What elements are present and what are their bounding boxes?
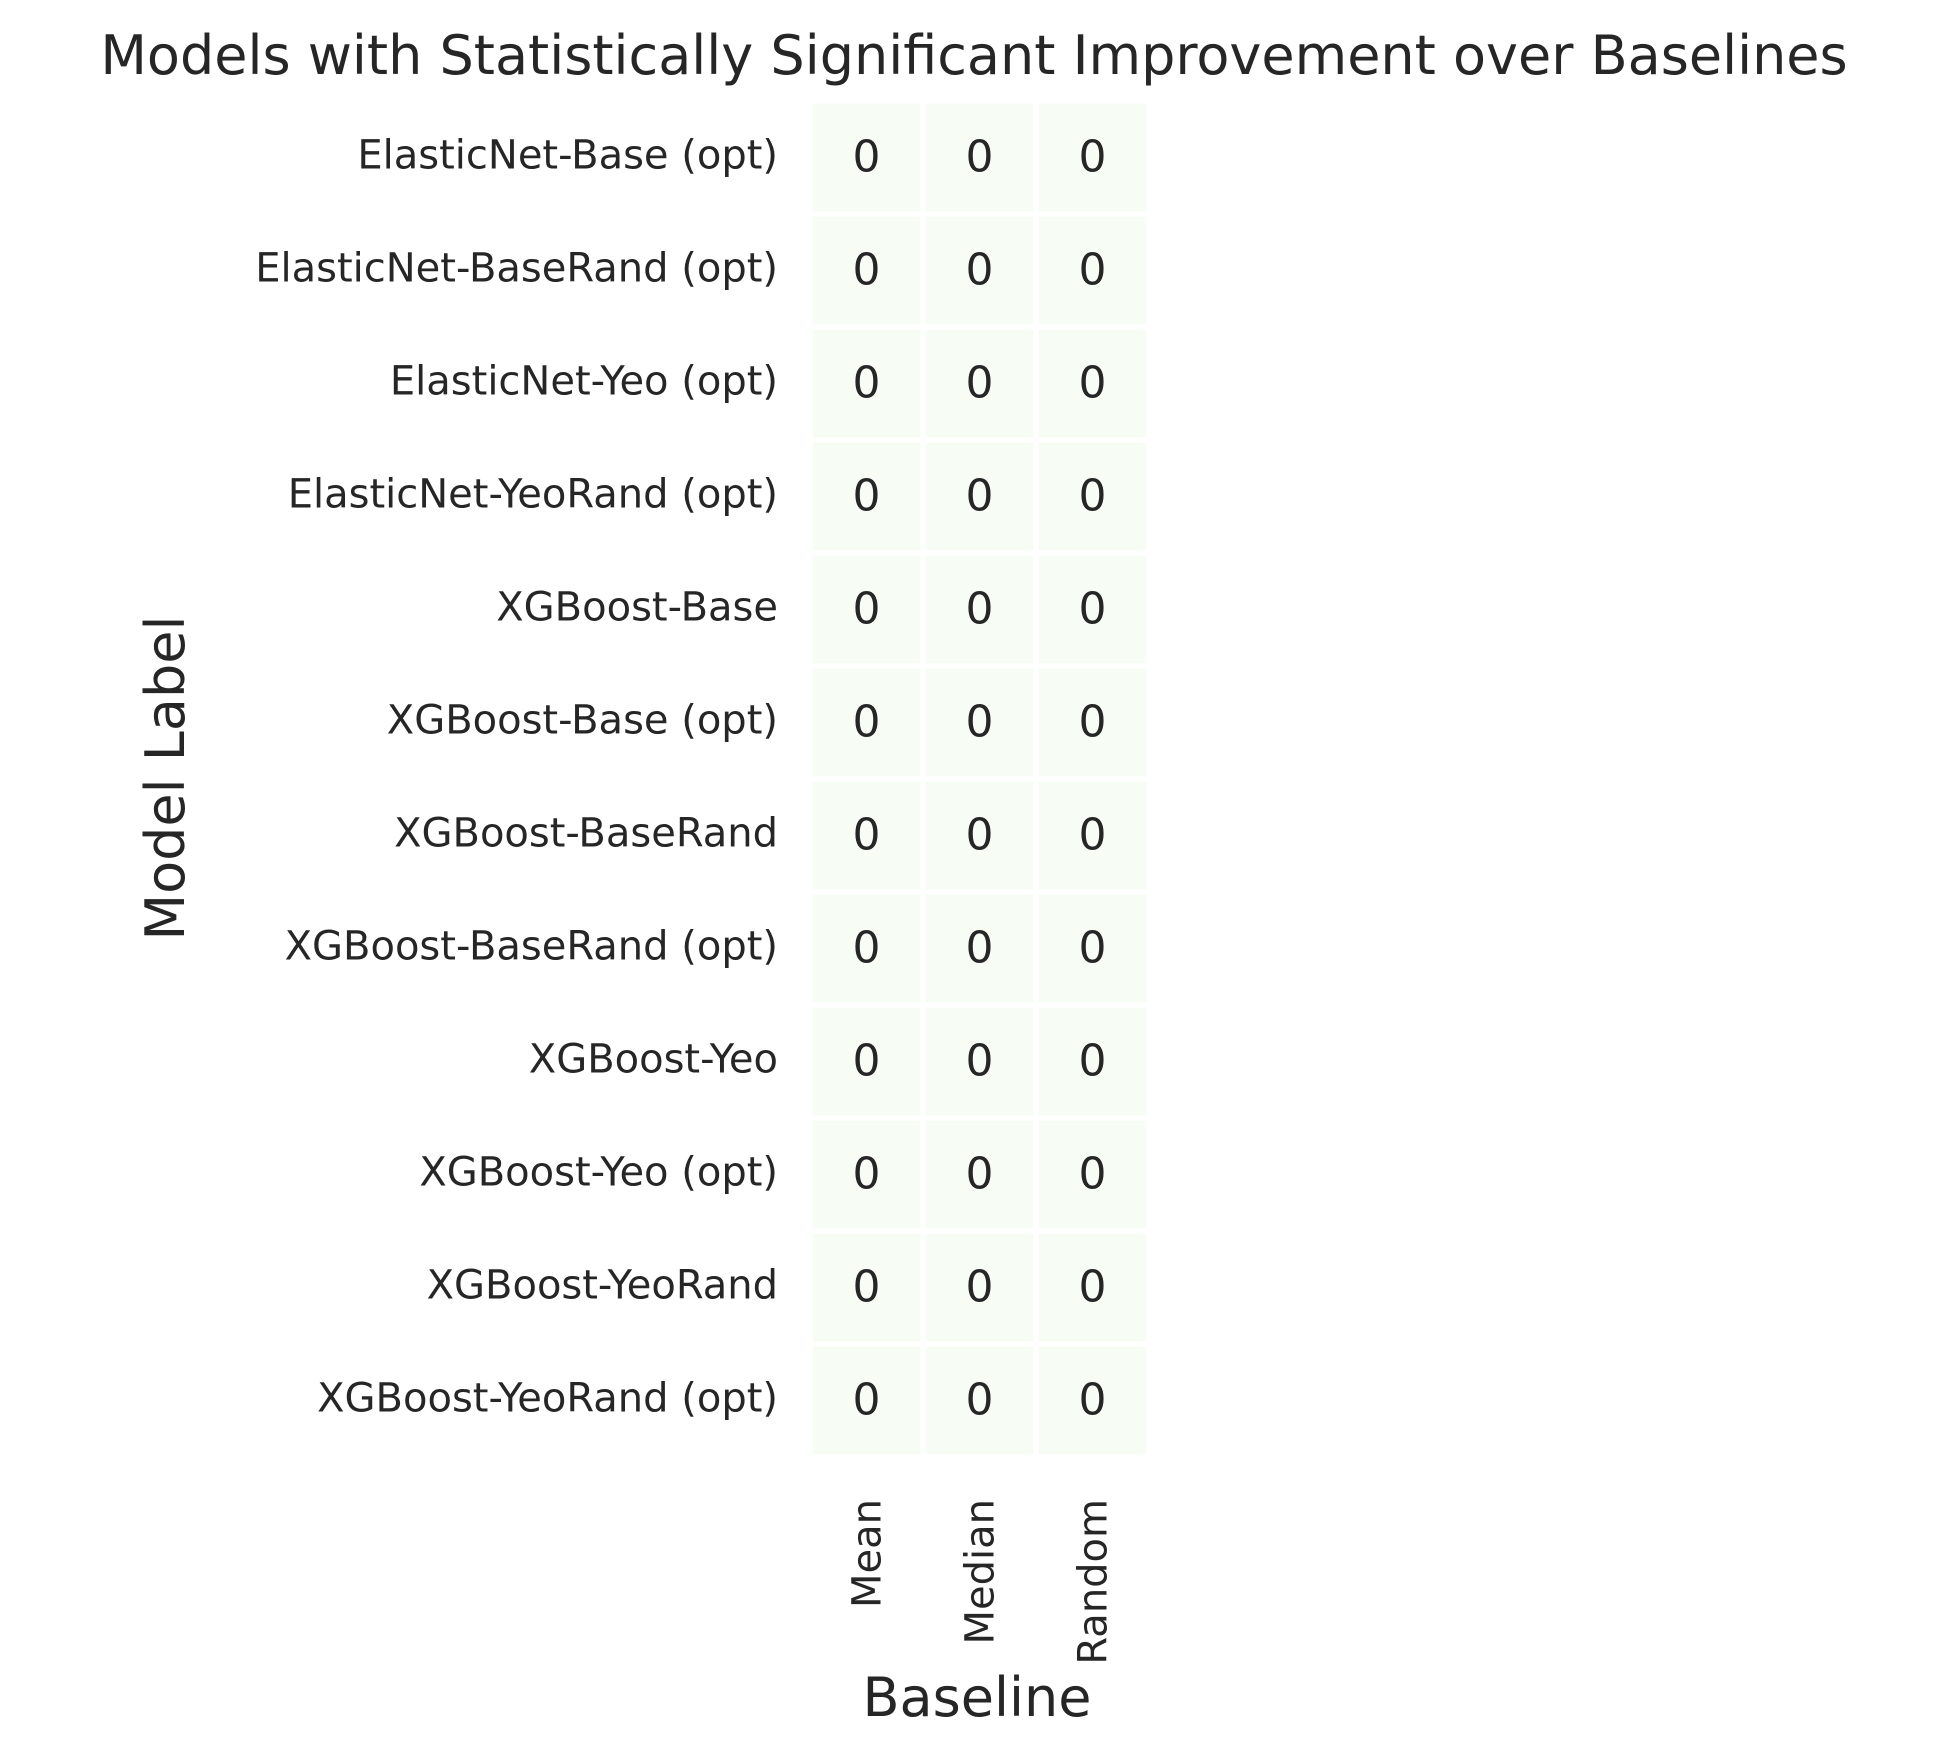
row-tick-label: XGBoost-YeoRand (opt) xyxy=(317,1376,778,1422)
cell-value-label: 0 xyxy=(1079,923,1107,974)
column-tick-label: Mean xyxy=(845,1499,891,1608)
column-tick-labels: Mean Median Random xyxy=(845,1499,1117,1665)
column-tick-label: Median xyxy=(958,1499,1004,1645)
cell-value-label: 0 xyxy=(966,358,994,409)
row-tick-label: ElasticNet-Yeo (opt) xyxy=(390,359,778,405)
cell-value-label: 0 xyxy=(1079,697,1107,748)
cell-value-label: 0 xyxy=(853,1375,881,1426)
heatmap-cell xyxy=(925,216,1034,325)
heatmap-cell xyxy=(812,103,921,212)
heatmap-cell xyxy=(1038,894,1147,1003)
cell-value-label: 0 xyxy=(1079,1375,1107,1426)
heatmap-cell xyxy=(925,103,1034,212)
heatmap-cell xyxy=(812,1120,921,1229)
cell-value-label: 0 xyxy=(853,245,881,296)
cell-value-label: 0 xyxy=(966,810,994,861)
cell-value-label: 0 xyxy=(1079,358,1107,409)
heatmap-cell xyxy=(812,894,921,1003)
heatmap-cell xyxy=(1038,1007,1147,1116)
heatmap-cell xyxy=(925,1346,1034,1455)
cell-value-label: 0 xyxy=(966,584,994,635)
heatmap-cells: 0 0 0 0 0 0 0 0 0 0 0 0 0 0 0 0 0 0 0 0 0 0 0 0 0 0 0 0 0 0 0 0 0 0 0 0 xyxy=(812,103,1147,1455)
cell-value-label: 0 xyxy=(1079,1036,1107,1087)
row-tick-label: XGBoost-Base xyxy=(496,585,778,631)
heatmap-cell xyxy=(1038,1233,1147,1342)
chart-title: Models with Statistically Significant Im… xyxy=(100,24,1847,87)
heatmap-cell xyxy=(1038,555,1147,664)
row-tick-label: XGBoost-YeoRand xyxy=(427,1263,778,1309)
row-tick-label: ElasticNet-Base (opt) xyxy=(357,133,778,179)
heatmap-cell xyxy=(925,668,1034,777)
cell-value-label: 0 xyxy=(853,1262,881,1313)
y-axis-label: Model Label xyxy=(134,616,197,941)
cell-value-label: 0 xyxy=(966,697,994,748)
row-tick-label: XGBoost-BaseRand (opt) xyxy=(285,924,778,970)
heatmap-cell xyxy=(925,1233,1034,1342)
heatmap-cell xyxy=(812,216,921,325)
cell-value-label: 0 xyxy=(966,132,994,183)
heatmap-cell xyxy=(812,1233,921,1342)
heatmap-cell xyxy=(1038,781,1147,890)
cell-value-label: 0 xyxy=(966,471,994,522)
row-tick-label: XGBoost-Yeo (opt) xyxy=(419,1150,778,1196)
cell-value-label: 0 xyxy=(853,1149,881,1200)
row-tick-label: XGBoost-BaseRand xyxy=(394,811,778,857)
cell-value-label: 0 xyxy=(1079,132,1107,183)
cell-value-label: 0 xyxy=(1079,245,1107,296)
cell-value-label: 0 xyxy=(853,132,881,183)
heatmap-cell xyxy=(925,555,1034,664)
heatmap-cell xyxy=(1038,442,1147,551)
heatmap-cell xyxy=(1038,1346,1147,1455)
cell-value-label: 0 xyxy=(966,1036,994,1087)
cell-value-label: 0 xyxy=(966,1262,994,1313)
heatmap-cell xyxy=(812,781,921,890)
x-axis-label: Baseline xyxy=(863,1666,1092,1729)
heatmap-cell xyxy=(925,1120,1034,1229)
heatmap-cell xyxy=(925,329,1034,438)
row-tick-label: ElasticNet-YeoRand (opt) xyxy=(288,472,778,518)
cell-value-label: 0 xyxy=(853,471,881,522)
heatmap-cell xyxy=(1038,103,1147,212)
heatmap-cell xyxy=(812,1007,921,1116)
cell-value-label: 0 xyxy=(853,923,881,974)
cell-value-label: 0 xyxy=(1079,1149,1107,1200)
heatmap-cell xyxy=(1038,668,1147,777)
cell-value-label: 0 xyxy=(853,358,881,409)
cell-value-label: 0 xyxy=(966,1149,994,1200)
cell-value-label: 0 xyxy=(1079,584,1107,635)
heatmap-cell xyxy=(812,329,921,438)
row-tick-labels: ElasticNet-Base (opt) ElasticNet-BaseRand… xyxy=(255,133,778,1422)
heatmap-cell xyxy=(812,442,921,551)
heatmap-cell xyxy=(1038,1120,1147,1229)
cell-value-label: 0 xyxy=(853,1036,881,1087)
cell-value-label: 0 xyxy=(966,245,994,296)
heatmap-cell xyxy=(1038,216,1147,325)
cell-value-label: 0 xyxy=(1079,1262,1107,1313)
cell-value-label: 0 xyxy=(1079,810,1107,861)
heatmap-cell xyxy=(925,442,1034,551)
heatmap-cell xyxy=(812,555,921,664)
row-tick-label: ElasticNet-BaseRand (opt) xyxy=(255,246,778,292)
heatmap-cell xyxy=(925,894,1034,1003)
row-tick-label: XGBoost-Yeo xyxy=(529,1037,778,1083)
cell-value-label: 0 xyxy=(853,584,881,635)
heatmap-cell xyxy=(812,668,921,777)
heatmap-cell xyxy=(925,1007,1034,1116)
cell-value-label: 0 xyxy=(1079,471,1107,522)
cell-value-label: 0 xyxy=(966,923,994,974)
cell-value-label: 0 xyxy=(966,1375,994,1426)
column-tick-label: Random xyxy=(1071,1499,1117,1665)
row-tick-label: XGBoost-Base (opt) xyxy=(387,698,778,744)
heatmap-cell xyxy=(1038,329,1147,438)
cell-value-label: 0 xyxy=(853,697,881,748)
heatmap-cell xyxy=(812,1346,921,1455)
cell-value-label: 0 xyxy=(853,810,881,861)
heatmap-cell xyxy=(925,781,1034,890)
